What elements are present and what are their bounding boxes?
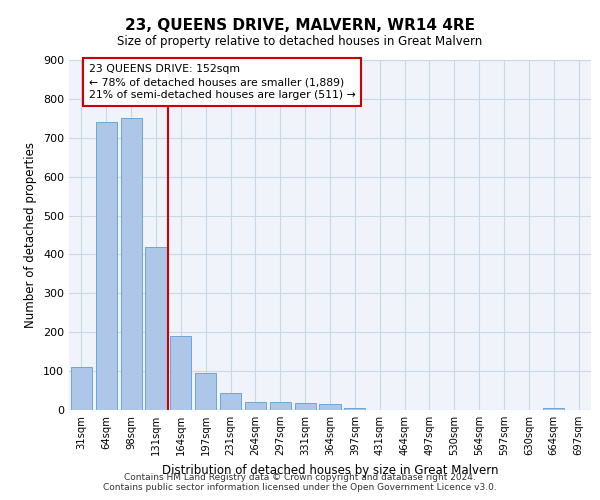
X-axis label: Distribution of detached houses by size in Great Malvern: Distribution of detached houses by size … <box>162 464 498 476</box>
Text: Size of property relative to detached houses in Great Malvern: Size of property relative to detached ho… <box>118 35 482 48</box>
Y-axis label: Number of detached properties: Number of detached properties <box>25 142 37 328</box>
Text: 23, QUEENS DRIVE, MALVERN, WR14 4RE: 23, QUEENS DRIVE, MALVERN, WR14 4RE <box>125 18 475 32</box>
Bar <box>145 246 167 410</box>
Text: 23 QUEENS DRIVE: 152sqm
← 78% of detached houses are smaller (1,889)
21% of semi: 23 QUEENS DRIVE: 152sqm ← 78% of detache… <box>89 64 356 100</box>
Bar <box>121 118 142 410</box>
Bar <box>319 404 341 410</box>
Bar <box>220 392 241 410</box>
Bar <box>295 403 316 410</box>
Bar <box>344 408 365 410</box>
Bar <box>170 336 191 410</box>
Text: Contains HM Land Registry data © Crown copyright and database right 2024.
Contai: Contains HM Land Registry data © Crown c… <box>103 473 497 492</box>
Bar <box>71 367 92 410</box>
Bar <box>245 402 266 410</box>
Bar <box>270 402 291 410</box>
Bar <box>543 408 564 410</box>
Bar <box>96 122 117 410</box>
Bar <box>195 373 216 410</box>
